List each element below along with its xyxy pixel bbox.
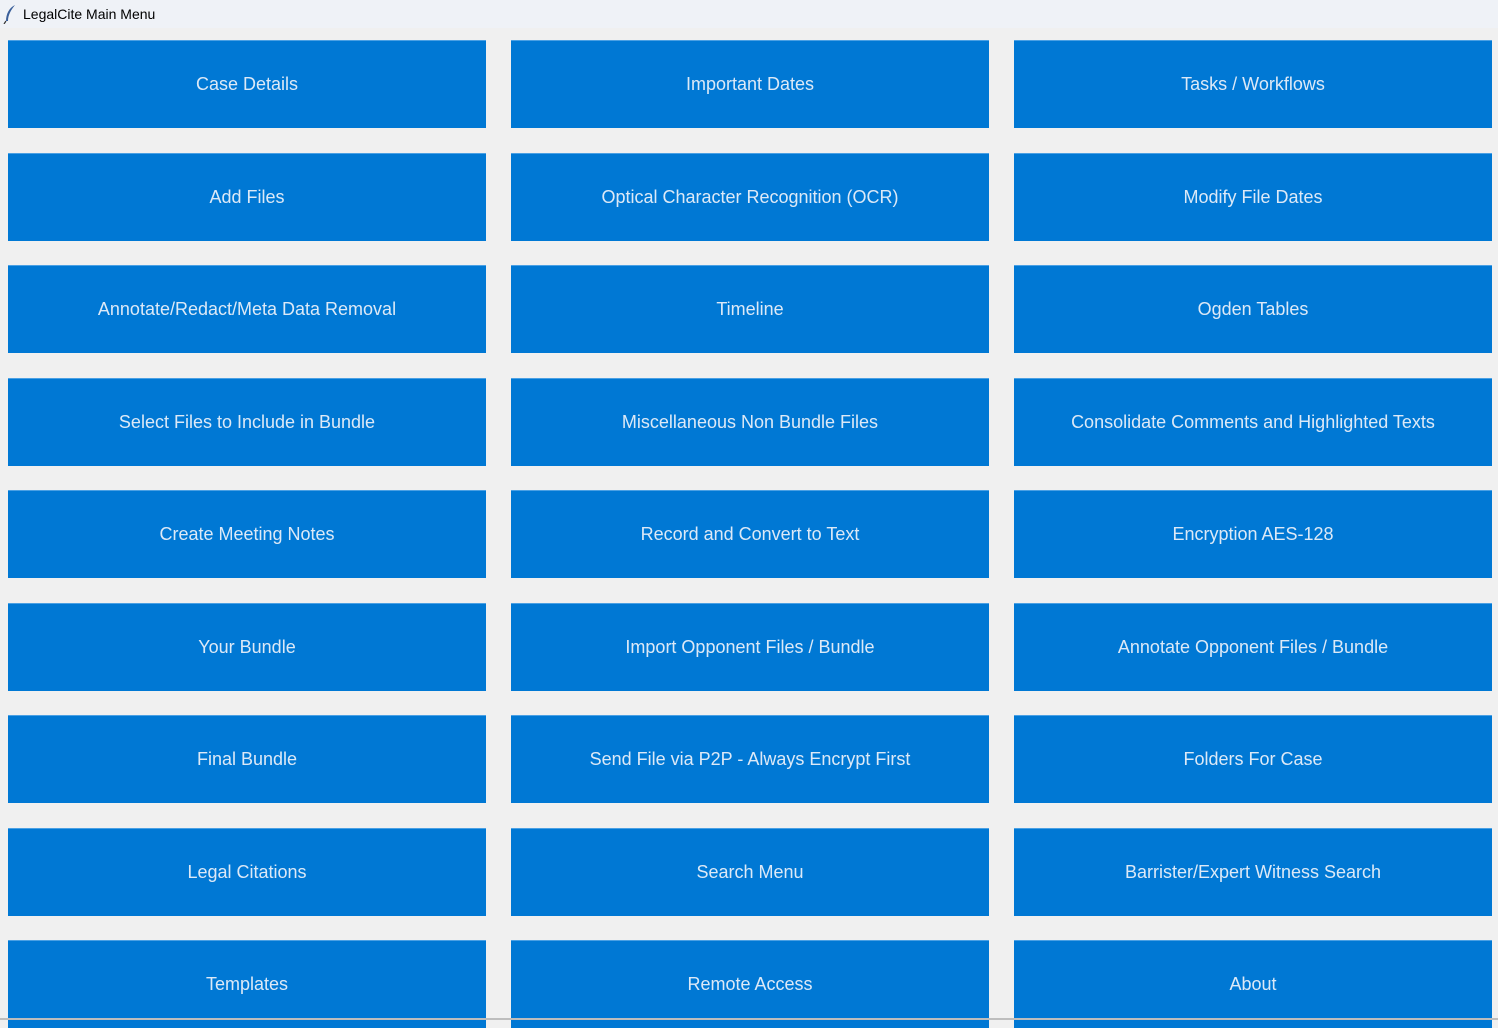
main-menu-grid: Case Details Important Dates Tasks / Workf… [8, 40, 1492, 1028]
window-bottom-border [0, 1018, 1498, 1020]
title-bar: LegalCite Main Menu [0, 0, 1498, 28]
menu-button-important-dates[interactable]: Important Dates [511, 40, 989, 128]
menu-button-encryption-aes-128[interactable]: Encryption AES-128 [1014, 490, 1492, 578]
menu-button-legal-citations[interactable]: Legal Citations [8, 827, 486, 916]
feather-icon [3, 5, 15, 24]
menu-button-consolidate-comments-and-highlighted-texts[interactable]: Consolidate Comments and Highlighted Tex… [1014, 377, 1492, 466]
menu-button-remote-access[interactable]: Remote Access [511, 940, 989, 1028]
menu-button-create-meeting-notes[interactable]: Create Meeting Notes [8, 490, 486, 578]
menu-button-your-bundle[interactable]: Your Bundle [8, 602, 486, 691]
menu-button-case-details[interactable]: Case Details [8, 40, 486, 128]
menu-button-folders-for-case[interactable]: Folders For Case [1014, 715, 1492, 803]
window-title: LegalCite Main Menu [23, 6, 156, 22]
menu-button-about[interactable]: About [1014, 940, 1492, 1028]
menu-button-send-file-via-p2p-always-encrypt-first[interactable]: Send File via P2P - Always Encrypt First [511, 715, 989, 803]
menu-button-barrister-expert-witness-search[interactable]: Barrister/Expert Witness Search [1014, 827, 1492, 916]
menu-button-add-files[interactable]: Add Files [8, 152, 486, 241]
menu-button-import-opponent-files-bundle[interactable]: Import Opponent Files / Bundle [511, 602, 989, 691]
menu-button-miscellaneous-non-bundle-files[interactable]: Miscellaneous Non Bundle Files [511, 377, 989, 466]
menu-button-final-bundle[interactable]: Final Bundle [8, 715, 486, 803]
menu-button-modify-file-dates[interactable]: Modify File Dates [1014, 152, 1492, 241]
menu-button-timeline[interactable]: Timeline [511, 265, 989, 353]
menu-button-tasks-workflows[interactable]: Tasks / Workflows [1014, 40, 1492, 128]
menu-button-ogden-tables[interactable]: Ogden Tables [1014, 265, 1492, 353]
menu-button-annotate-redact-meta-data-removal[interactable]: Annotate/Redact/Meta Data Removal [8, 265, 486, 353]
menu-button-select-files-to-include-in-bundle[interactable]: Select Files to Include in Bundle [8, 377, 486, 466]
menu-button-templates[interactable]: Templates [8, 940, 486, 1028]
menu-button-optical-character-recognition-ocr[interactable]: Optical Character Recognition (OCR) [511, 152, 989, 241]
menu-button-record-and-convert-to-text[interactable]: Record and Convert to Text [511, 490, 989, 578]
menu-button-search-menu[interactable]: Search Menu [511, 827, 989, 916]
menu-button-annotate-opponent-files-bundle[interactable]: Annotate Opponent Files / Bundle [1014, 602, 1492, 691]
